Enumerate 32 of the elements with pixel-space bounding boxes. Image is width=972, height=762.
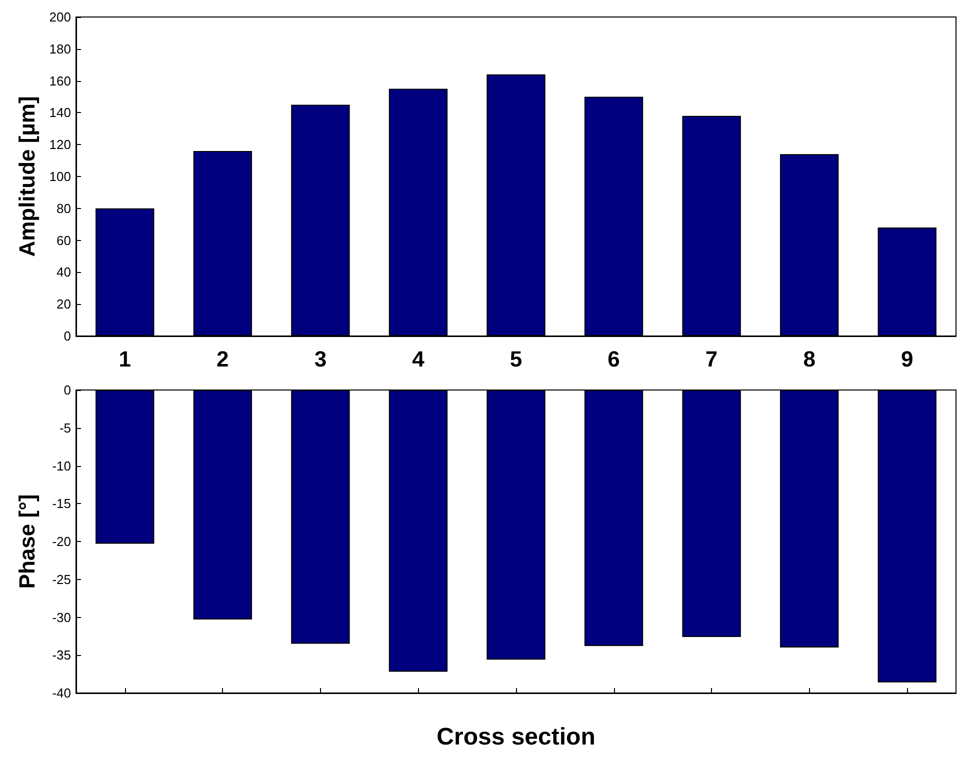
y-axis-title: Amplitude [µm] [14, 96, 40, 257]
y-tick-label: 40 [56, 264, 71, 280]
y-tick-label: 160 [49, 73, 71, 88]
y-tick-label: -10 [52, 458, 71, 474]
y-tick-label: 60 [56, 232, 71, 248]
y-tick-label: 100 [49, 169, 71, 184]
y-tick-label: -25 [52, 572, 71, 587]
y-tick-label: -5 [59, 420, 71, 436]
y-tick-label: 0 [64, 382, 71, 398]
y-tick-label: -35 [52, 648, 71, 663]
x-tick-label: 7 [705, 346, 718, 372]
y-tick-label: 180 [49, 41, 71, 56]
x-tick-label: 8 [803, 346, 816, 372]
x-tick-label: 1 [118, 346, 132, 372]
x-tick-label: 5 [510, 346, 522, 372]
x-tick-label: 2 [216, 346, 229, 372]
y-tick-label: 200 [49, 10, 71, 24]
y-tick-label: 140 [49, 105, 71, 120]
y-axis-title: Phase [°] [14, 494, 40, 589]
x-tick-label: 4 [412, 346, 426, 372]
y-tick-label: 20 [56, 296, 71, 312]
x-tick-label: 3 [314, 346, 327, 372]
y-tick-label: -30 [52, 610, 71, 625]
y-tick-label: 120 [49, 137, 71, 152]
x-tick-label: 6 [608, 346, 620, 372]
y-tick-label: -20 [52, 534, 71, 549]
y-tick-label: -15 [52, 496, 71, 512]
y-tick-label: 80 [56, 200, 71, 216]
y-tick-label: 0 [64, 328, 71, 344]
x-tick-label: 9 [900, 346, 914, 372]
x-axis-title: Cross section [436, 724, 596, 750]
y-tick-label: -40 [52, 686, 71, 700]
